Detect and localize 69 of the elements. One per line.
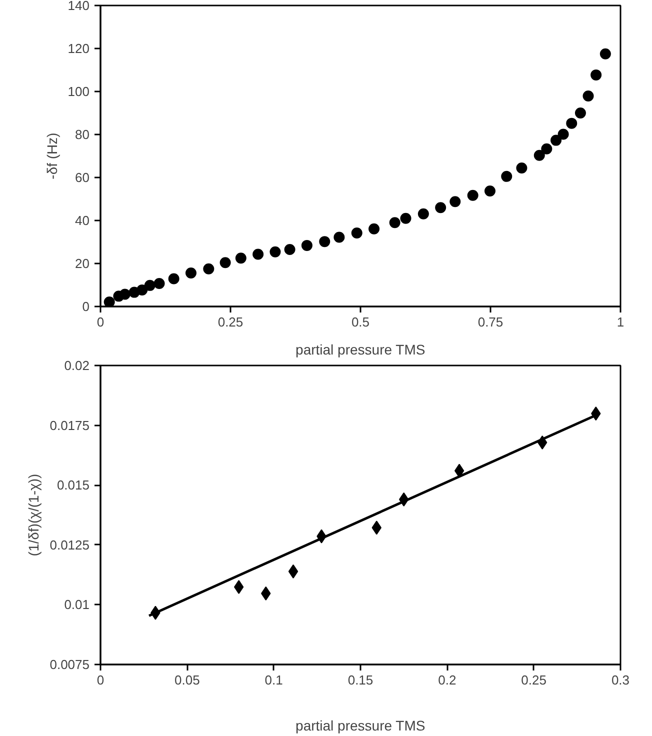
point <box>600 48 611 60</box>
y-tick-label: 0.015 <box>56 478 90 493</box>
point <box>574 108 586 118</box>
y-tick-label: 40 <box>75 213 90 228</box>
point <box>301 240 312 251</box>
point <box>454 464 464 478</box>
x-tick-label: 0.75 <box>478 314 504 330</box>
x-axis-title: partial pressure TMS <box>296 342 426 358</box>
point <box>351 227 362 238</box>
point <box>288 564 298 578</box>
point <box>136 284 148 296</box>
x-tick-label: 0.2 <box>438 672 456 688</box>
x-tick-label: 0.3 <box>611 672 630 688</box>
y-tick-label: 60 <box>75 170 90 185</box>
point <box>234 580 244 594</box>
point <box>284 244 296 256</box>
point <box>389 217 400 228</box>
point <box>534 150 545 161</box>
x-tick-label: 0.5 <box>351 314 370 330</box>
point <box>418 208 429 220</box>
x-tick-label: 0 <box>96 672 104 688</box>
point <box>435 202 446 214</box>
y-tick-label: 0.02 <box>64 358 90 373</box>
y-tick-label: 0.0175 <box>50 418 90 433</box>
y-tick-label: 120 <box>68 41 90 56</box>
y-tick-label: 140 <box>68 0 90 13</box>
point <box>319 236 330 248</box>
point <box>550 134 562 146</box>
point <box>541 143 552 154</box>
point <box>368 223 380 234</box>
x-tick-label: 1 <box>616 314 624 330</box>
x-tick-label: 0.25 <box>521 672 546 688</box>
point <box>144 280 156 291</box>
y-axis-title: (1/δf)(χ/(1-χ)) <box>26 474 42 556</box>
y-tick-label: 100 <box>68 84 90 99</box>
x-tick-label: 0.1 <box>264 672 283 688</box>
point <box>334 232 345 243</box>
point <box>119 288 130 300</box>
point <box>450 196 461 208</box>
point <box>154 278 165 289</box>
x-tick-label: 0.05 <box>174 672 200 688</box>
y-tick-label: 20 <box>75 256 90 271</box>
y-tick-label: 80 <box>75 127 90 142</box>
point <box>566 118 578 129</box>
point <box>558 128 569 140</box>
x-axis-title: partial pressure TMS <box>296 718 426 734</box>
x-tick-label: 0.25 <box>218 314 244 330</box>
point <box>582 90 594 102</box>
point <box>185 267 196 278</box>
y-tick-label: 0 <box>82 299 90 314</box>
y-tick-label: 0.01 <box>64 597 90 612</box>
point <box>203 263 214 274</box>
point <box>467 190 478 201</box>
point <box>220 257 231 268</box>
point <box>400 212 412 224</box>
point <box>516 162 528 174</box>
y-tick-label: 0.0075 <box>50 657 90 672</box>
x-tick-label: 0 <box>96 314 104 330</box>
point <box>168 273 180 284</box>
y-axis-title: -δf (Hz) <box>44 132 60 180</box>
point <box>252 248 264 260</box>
x-tick-label: 0.15 <box>348 672 374 688</box>
y-tick-label: 0.0125 <box>50 537 90 552</box>
point <box>590 69 602 80</box>
point <box>501 170 512 182</box>
point <box>484 186 496 197</box>
point <box>235 252 246 264</box>
point <box>104 296 115 306</box>
point <box>270 246 281 258</box>
